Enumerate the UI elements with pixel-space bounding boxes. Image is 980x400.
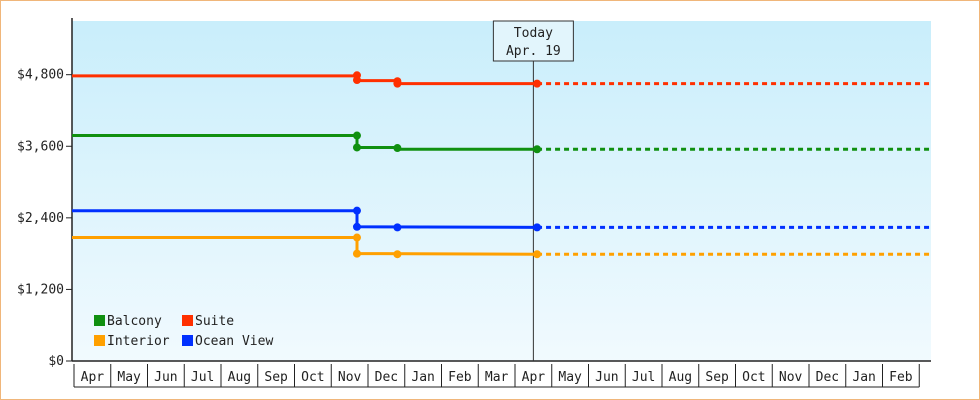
x-tick-label: Aug xyxy=(228,370,251,385)
x-tick-label: Jul xyxy=(191,370,214,385)
y-tick-label: $0 xyxy=(48,354,64,369)
series-point-ocean-view xyxy=(533,223,542,232)
legend-label: Balcony xyxy=(107,314,162,329)
legend-label: Interior xyxy=(107,334,170,349)
x-tick-label: Feb xyxy=(889,370,913,385)
series-point-interior xyxy=(352,249,361,258)
x-tick-label: Nov xyxy=(338,370,362,385)
series-point-suite xyxy=(393,79,402,88)
axes: $0 $1,200 $2,400 $3,600 $4,800 Apr May Jun Jul Au… xyxy=(17,18,931,388)
today-label: Today xyxy=(514,26,553,41)
today-date: Apr. 19 xyxy=(506,44,561,59)
series-point-ocean-view xyxy=(352,206,361,215)
series-point-ocean-view xyxy=(393,223,402,232)
today-box xyxy=(492,20,574,62)
series-point-balcony xyxy=(533,145,542,154)
x-tick-label: Dec xyxy=(816,370,839,385)
x-tick-label: Aug xyxy=(669,370,692,385)
series-group xyxy=(72,71,931,259)
y-tick-label: $3,600 xyxy=(17,139,64,154)
series-point-balcony xyxy=(352,131,361,140)
series-point-interior xyxy=(393,250,402,259)
series-point-interior xyxy=(352,233,361,242)
series-point-balcony xyxy=(393,144,402,153)
legend-swatch xyxy=(182,315,193,326)
legend-label: Suite xyxy=(195,314,234,329)
legend-swatch xyxy=(94,335,105,346)
x-tick-label: Jun xyxy=(595,370,618,385)
legend: Balcony Suite Interior Ocean View xyxy=(94,314,273,349)
series-point-balcony xyxy=(352,143,361,152)
y-tick-label: $1,200 xyxy=(17,282,64,297)
series-line-suite xyxy=(72,74,537,86)
x-tick-label: Jul xyxy=(632,370,655,385)
series-line-ocean-view xyxy=(72,209,538,229)
series-line-balcony xyxy=(72,134,537,151)
legend-swatch xyxy=(182,335,193,346)
x-tick-label: Feb xyxy=(448,370,472,385)
x-tick-label: Apr xyxy=(81,370,105,385)
x-tick-label: Sep xyxy=(264,370,288,385)
x-tick-label: Nov xyxy=(779,370,803,385)
series-point-suite xyxy=(352,76,361,85)
y-tick-label: $2,400 xyxy=(17,211,64,226)
x-tick-label: Mar xyxy=(485,370,509,385)
x-tick-label: Dec xyxy=(375,370,398,385)
series-point-ocean-view xyxy=(352,222,361,231)
legend-label: Ocean View xyxy=(195,334,273,349)
x-tick-label: Apr xyxy=(522,370,546,385)
legend-swatch xyxy=(94,315,105,326)
y-tick-label: $4,800 xyxy=(17,68,64,83)
x-tick-label: May xyxy=(558,370,582,385)
x-tick-label: Oct xyxy=(301,370,324,385)
x-tick-label: Jan xyxy=(411,370,434,385)
x-tick-label: Sep xyxy=(705,370,729,385)
series-point-interior xyxy=(533,250,542,259)
today-marker: Today Apr. 19 xyxy=(492,20,574,361)
series-point-suite xyxy=(533,79,542,88)
plot-background xyxy=(72,21,931,361)
x-tick-label: Oct xyxy=(742,370,765,385)
series-line-interior xyxy=(72,236,538,256)
x-tick-label: Jan xyxy=(852,370,875,385)
x-tick-label: May xyxy=(117,370,141,385)
x-tick-label: Jun xyxy=(154,370,177,385)
